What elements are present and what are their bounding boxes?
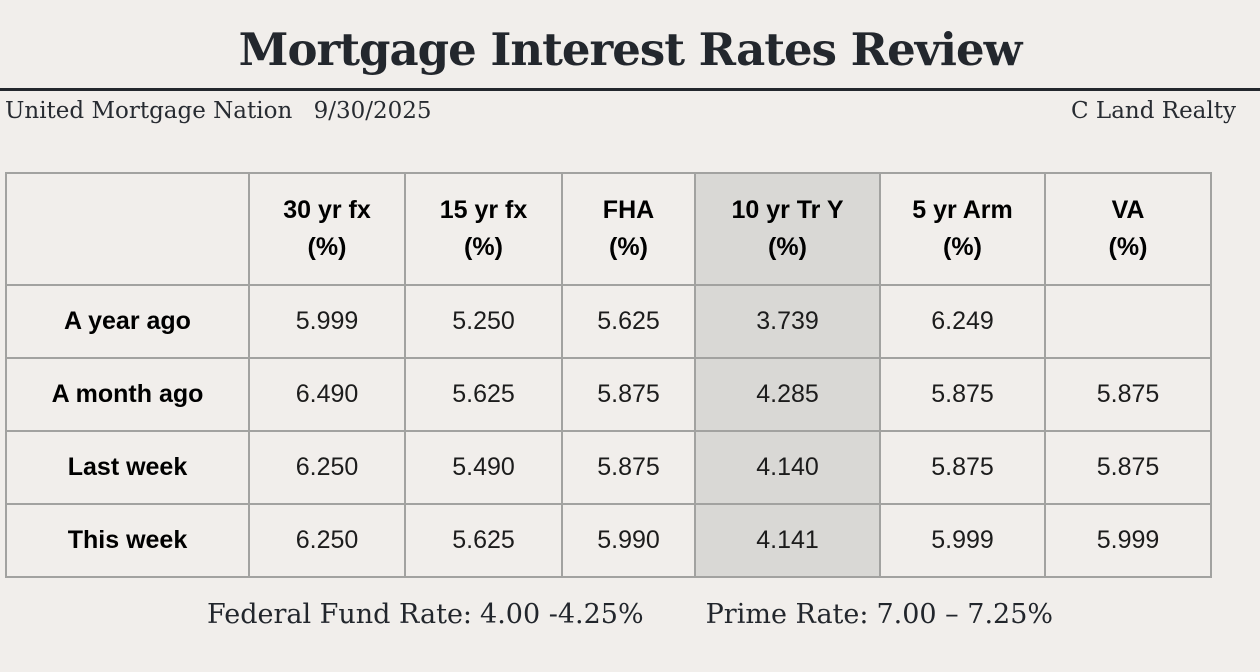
rate-cell: 5.625 bbox=[404, 357, 563, 432]
rate-cell: 5.875 bbox=[879, 430, 1046, 505]
org-name: United Mortgage Nation bbox=[5, 98, 293, 124]
rate-cell: 6.490 bbox=[248, 357, 406, 432]
prime-rate-label: Prime Rate: bbox=[705, 599, 869, 630]
rate-cell: 5.490 bbox=[404, 430, 563, 505]
subheader: United Mortgage Nation 9/30/2025 C Land … bbox=[0, 91, 1260, 124]
page-title: Mortgage Interest Rates Review bbox=[238, 23, 1023, 76]
rate-cell: 6.249 bbox=[879, 284, 1046, 359]
rate-cell: 4.140 bbox=[694, 430, 881, 505]
col-header-15yr-fx: 15 yr fx (%) bbox=[404, 172, 563, 286]
rate-cell: 5.875 bbox=[561, 357, 696, 432]
row-label: Last week bbox=[5, 430, 250, 505]
rate-cell: 5.875 bbox=[879, 357, 1046, 432]
rate-cell: 4.141 bbox=[694, 503, 881, 578]
rate-cell: 6.250 bbox=[248, 503, 406, 578]
rate-cell: 3.739 bbox=[694, 284, 881, 359]
col-header-fha: FHA (%) bbox=[561, 172, 696, 286]
rate-cell: 5.875 bbox=[1044, 430, 1212, 505]
rate-cell: 5.990 bbox=[561, 503, 696, 578]
federal-fund-rate-value: 4.00 -4.25% bbox=[480, 599, 644, 630]
row-label: A year ago bbox=[5, 284, 250, 359]
corner-cell bbox=[5, 172, 250, 286]
table-row-last-week: Last week 6.250 5.490 5.875 4.140 5.875 … bbox=[5, 430, 1212, 505]
title-divider bbox=[0, 88, 1260, 91]
col-header-10yr-treasury: 10 yr Tr Y (%) bbox=[694, 172, 881, 286]
rate-cell: 5.625 bbox=[561, 284, 696, 359]
table-row-this-week: This week 6.250 5.625 5.990 4.141 5.999 … bbox=[5, 503, 1212, 578]
rate-cell: 5.999 bbox=[1044, 503, 1212, 578]
rates-table: 30 yr fx (%) 15 yr fx (%) FHA (%) 10 yr … bbox=[5, 172, 1212, 578]
rate-cell: 5.999 bbox=[248, 284, 406, 359]
prime-rate-value: 7.00 – 7.25% bbox=[876, 599, 1054, 630]
col-header-5yr-arm: 5 yr Arm (%) bbox=[879, 172, 1046, 286]
row-label: This week bbox=[5, 503, 250, 578]
realty-name: C Land Realty bbox=[1071, 98, 1236, 124]
federal-fund-rate: Federal Fund Rate: 4.00 -4.25% bbox=[207, 599, 644, 630]
rate-cell: 5.875 bbox=[561, 430, 696, 505]
prime-rate: Prime Rate: 7.00 – 7.25% bbox=[706, 599, 1053, 630]
header-row: 30 yr fx (%) 15 yr fx (%) FHA (%) 10 yr … bbox=[5, 172, 1212, 286]
table-row-month-ago: A month ago 6.490 5.625 5.875 4.285 5.87… bbox=[5, 357, 1212, 432]
report-date: 9/30/2025 bbox=[313, 98, 432, 124]
rate-cell: 5.250 bbox=[404, 284, 563, 359]
row-label: A month ago bbox=[5, 357, 250, 432]
rate-cell: 6.250 bbox=[248, 430, 406, 505]
rate-cell: 4.285 bbox=[694, 357, 881, 432]
rate-cell: 5.625 bbox=[404, 503, 563, 578]
rate-cell: 5.875 bbox=[1044, 357, 1212, 432]
footer-rates: Federal Fund Rate: 4.00 -4.25% Prime Rate… bbox=[0, 599, 1260, 630]
federal-fund-rate-label: Federal Fund Rate: bbox=[206, 599, 473, 630]
col-header-30yr-fx: 30 yr fx (%) bbox=[248, 172, 406, 286]
rate-cell: 5.999 bbox=[879, 503, 1046, 578]
table-row-year-ago: A year ago 5.999 5.250 5.625 3.739 6.249 bbox=[5, 284, 1212, 359]
col-header-va: VA (%) bbox=[1044, 172, 1212, 286]
rate-cell bbox=[1044, 284, 1212, 359]
source-line: United Mortgage Nation 9/30/2025 bbox=[5, 98, 432, 124]
